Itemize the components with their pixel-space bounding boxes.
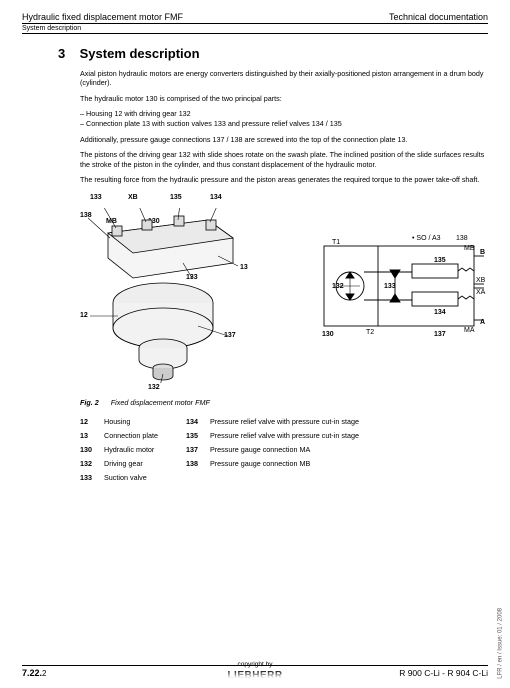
hydraulic-schematic: • SO / A3 138 T1 MB B 132 133 135 134 XB… bbox=[316, 234, 486, 344]
sch-mb: MB bbox=[464, 245, 475, 252]
sch-130: 130 bbox=[322, 331, 334, 338]
sch-a: A bbox=[480, 319, 485, 326]
motor-drawing bbox=[88, 208, 248, 383]
callout-135: 135 bbox=[170, 194, 182, 201]
figure-title: Fixed displacement motor FMF bbox=[111, 398, 210, 407]
legend-row: 13Connection plate bbox=[80, 431, 158, 440]
legend: 12Housing 13Connection plate 130Hydrauli… bbox=[80, 417, 488, 482]
sch-ma: MA bbox=[464, 327, 475, 334]
callout-xb: XB bbox=[128, 194, 138, 201]
side-issue-text: LFR / en / Issue: 01 / 2008 bbox=[498, 608, 504, 679]
header-sub: System description bbox=[22, 24, 488, 34]
callout-132: 132 bbox=[148, 384, 160, 391]
list-item-1: Housing 12 with driving gear 132 bbox=[80, 109, 488, 118]
sch-133: 133 bbox=[384, 283, 396, 290]
sch-138: 138 bbox=[456, 235, 468, 242]
sch-134: 134 bbox=[434, 309, 446, 316]
sch-132: 132 bbox=[332, 283, 344, 290]
sch-t1: T1 bbox=[332, 239, 340, 246]
sch-xb: XB bbox=[476, 277, 486, 284]
legend-row: 132Driving gear bbox=[80, 459, 158, 468]
legend-row: 138Pressure gauge connection MB bbox=[186, 459, 359, 468]
callout-12: 12 bbox=[80, 312, 88, 319]
footer: 7.22.2 R 900 C-Li - R 904 C-Li copyright… bbox=[22, 665, 488, 678]
legend-row: 133Suction valve bbox=[80, 473, 158, 482]
legend-row: 134Pressure relief valve with pressure c… bbox=[186, 417, 359, 426]
callout-133: 133 bbox=[90, 194, 102, 201]
legend-row: 130Hydraulic motor bbox=[80, 445, 158, 454]
sch-xa: XA bbox=[476, 289, 486, 296]
section-title: 3 System description bbox=[58, 46, 488, 61]
sch-so: • SO / A3 bbox=[412, 235, 441, 242]
sch-t2: T2 bbox=[366, 329, 374, 336]
sch-137: 137 bbox=[434, 331, 446, 338]
list-item-2: Connection plate 13 with suction valves … bbox=[80, 119, 488, 128]
header-right: Technical documentation bbox=[389, 12, 488, 22]
legend-row: 137Pressure gauge connection MA bbox=[186, 445, 359, 454]
figure-caption: Fig. 2 Fixed displacement motor FMF bbox=[80, 398, 488, 407]
legend-row: 135Pressure relief valve with pressure c… bbox=[186, 431, 359, 440]
para-1: Axial piston hydraulic motors are energy… bbox=[80, 69, 488, 88]
legend-row: 12Housing bbox=[80, 417, 158, 426]
para-2: The hydraulic motor 130 is comprised of … bbox=[80, 94, 488, 103]
para-4: The pistons of the driving gear 132 with… bbox=[80, 150, 488, 169]
para-5: The resulting force from the hydraulic p… bbox=[80, 175, 488, 184]
body-text: Axial piston hydraulic motors are energy… bbox=[80, 69, 488, 184]
callout-134: 134 bbox=[210, 194, 222, 201]
sch-135: 135 bbox=[434, 257, 446, 264]
copyright-text: copyright by bbox=[237, 661, 272, 668]
sch-b: B bbox=[480, 249, 485, 256]
para-3: Additionally, pressure gauge connections… bbox=[80, 135, 488, 144]
section-heading: System description bbox=[80, 46, 200, 61]
figure-area: 133 XB 135 134 138 MB 130 MA XA 133 13 1… bbox=[80, 194, 488, 394]
figure-label: Fig. 2 bbox=[80, 398, 99, 407]
header-left: Hydraulic fixed displacement motor FMF bbox=[22, 12, 183, 22]
section-number: 3 bbox=[58, 46, 76, 61]
